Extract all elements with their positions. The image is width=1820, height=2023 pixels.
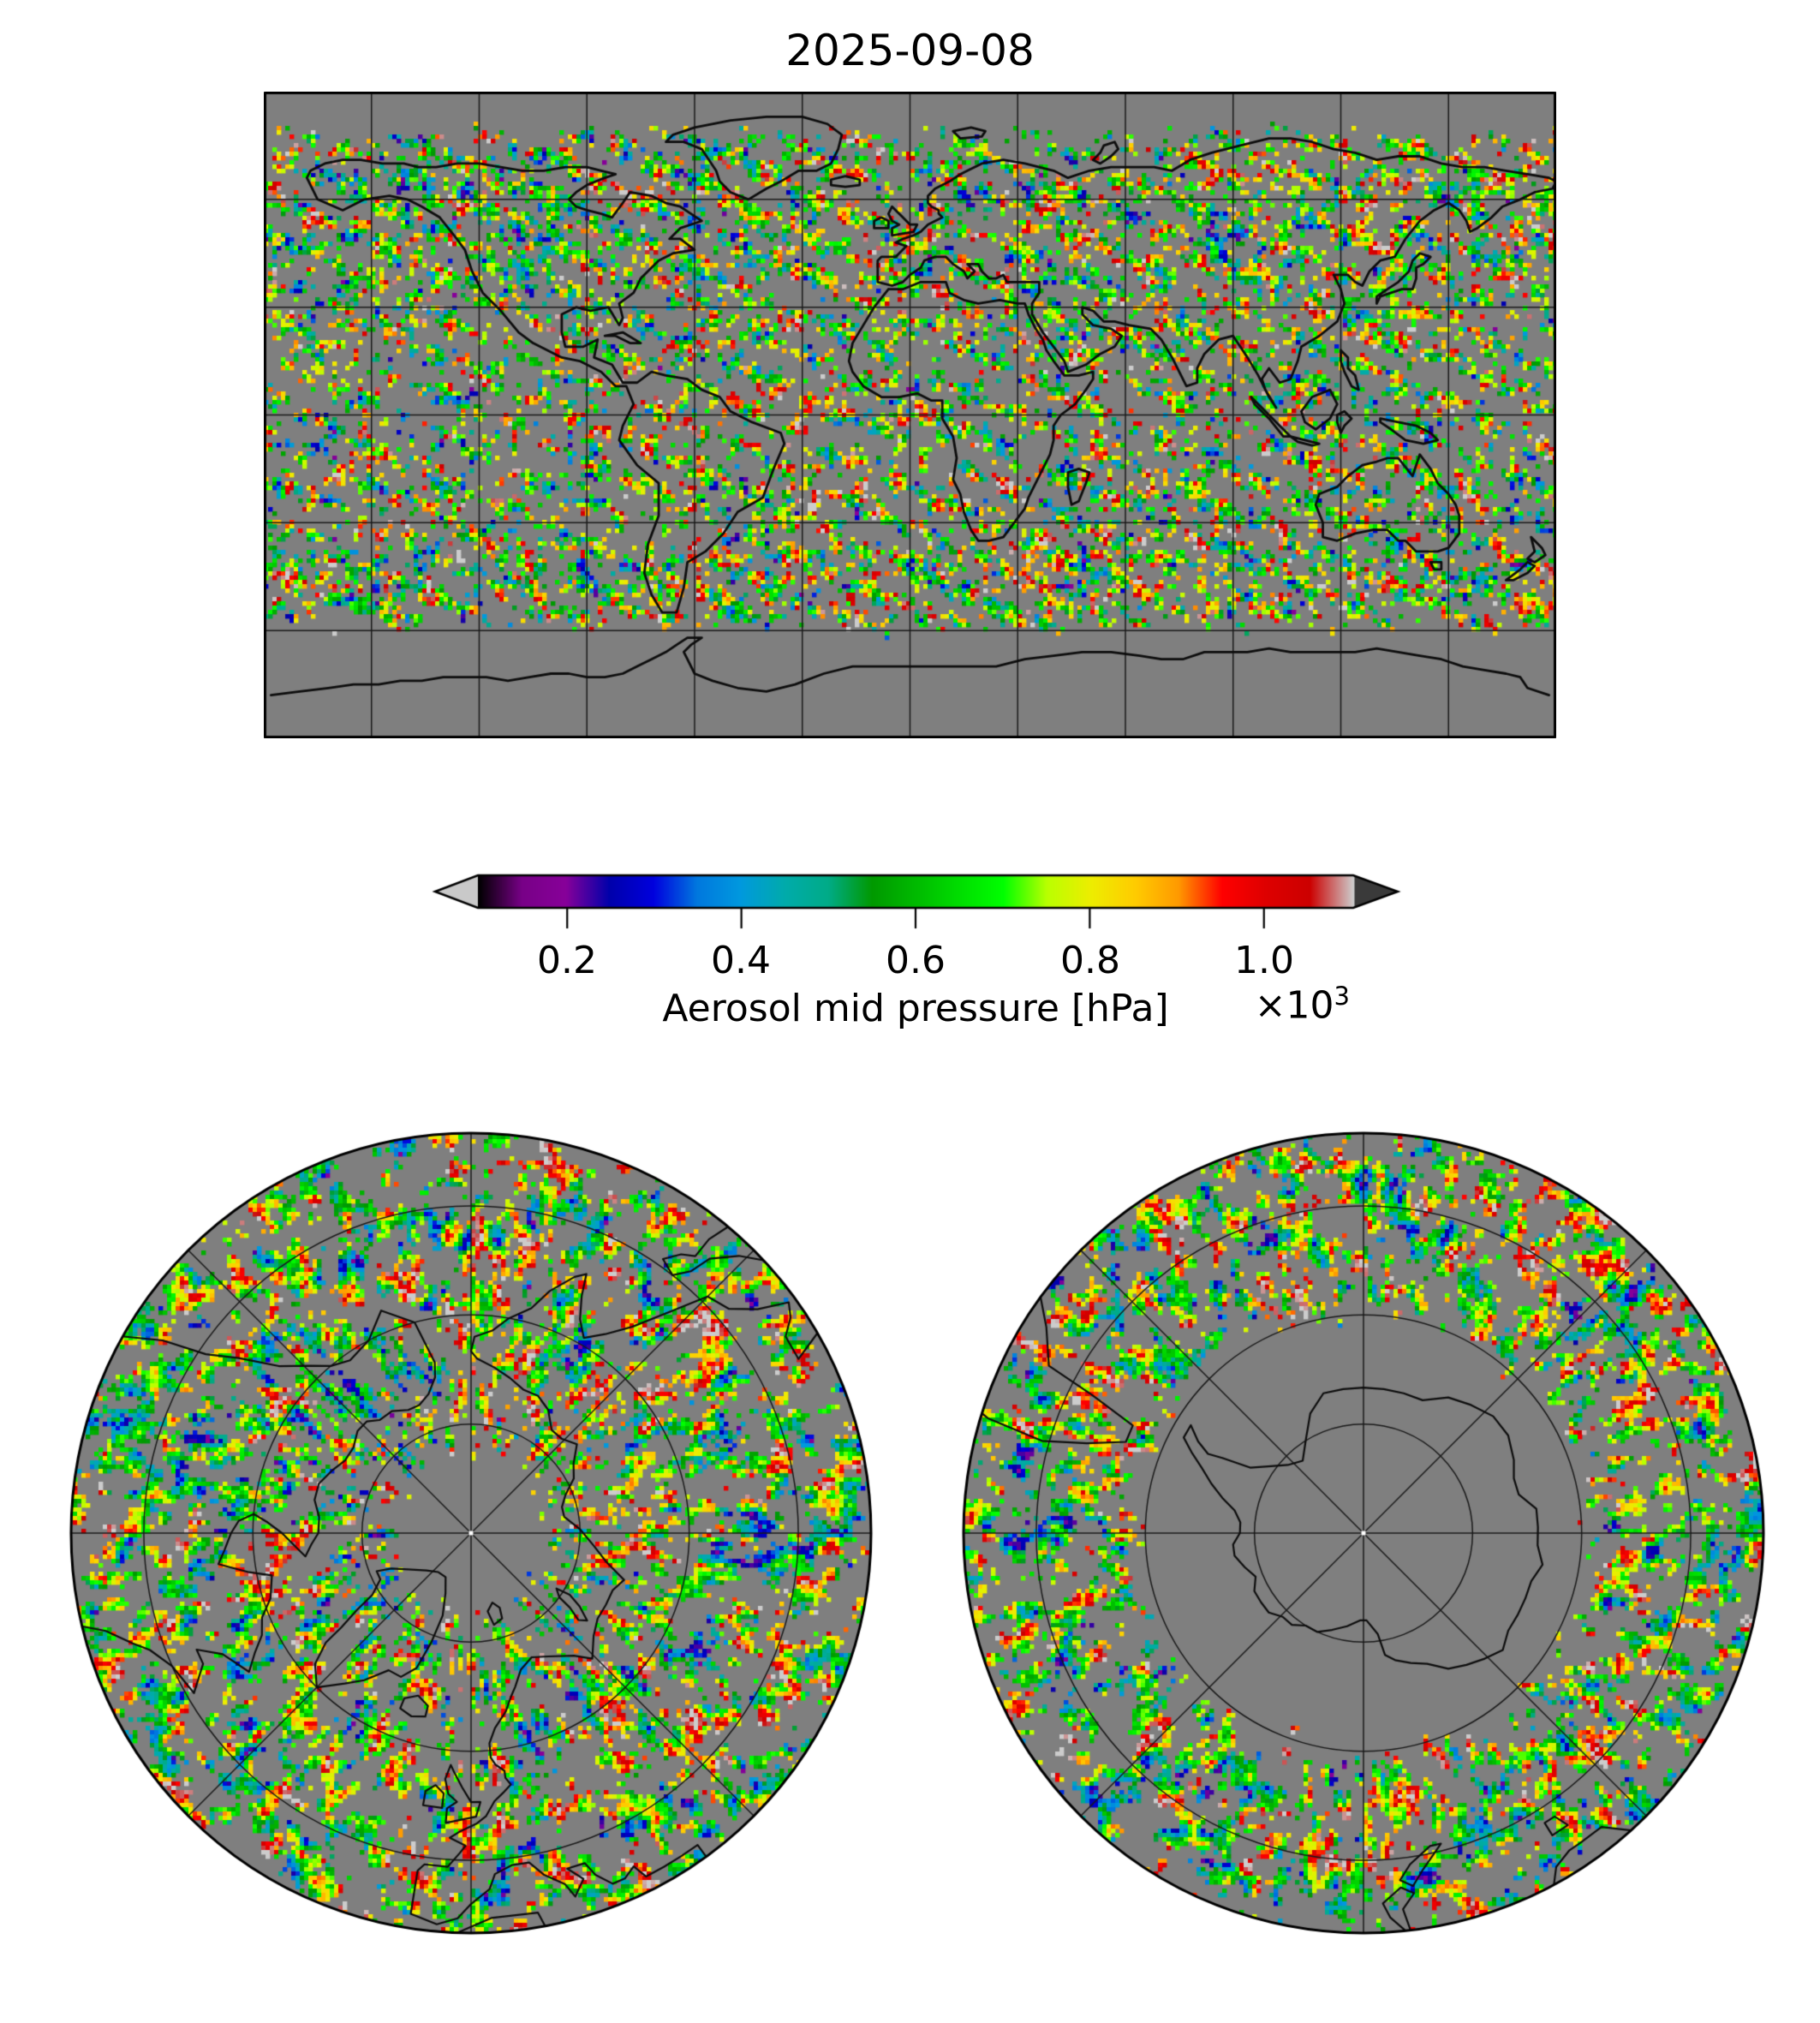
offset-base: ×10 bbox=[1254, 983, 1334, 1028]
south-polar-map-canvas bbox=[961, 1131, 1766, 1936]
colorbar-tick-label: 1.0 bbox=[1234, 939, 1294, 982]
offset-exponent: 3 bbox=[1334, 982, 1350, 1011]
colorbar-axis-label: Aerosol mid pressure [hPa] bbox=[662, 987, 1169, 1030]
colorbar-tick-label: 0.6 bbox=[886, 939, 946, 982]
colorbar-tick-label: 0.4 bbox=[711, 939, 771, 982]
colorbar-tick-label: 0.2 bbox=[537, 939, 597, 982]
world-map-canvas bbox=[264, 92, 1556, 738]
colorbar-offset-label: ×103 bbox=[1182, 982, 1350, 1028]
north-polar-map-canvas bbox=[69, 1131, 874, 1936]
colorbar-canvas bbox=[428, 870, 1413, 932]
figure-title: 2025-09-08 bbox=[785, 26, 1035, 75]
colorbar-tick-label: 0.8 bbox=[1060, 939, 1120, 982]
